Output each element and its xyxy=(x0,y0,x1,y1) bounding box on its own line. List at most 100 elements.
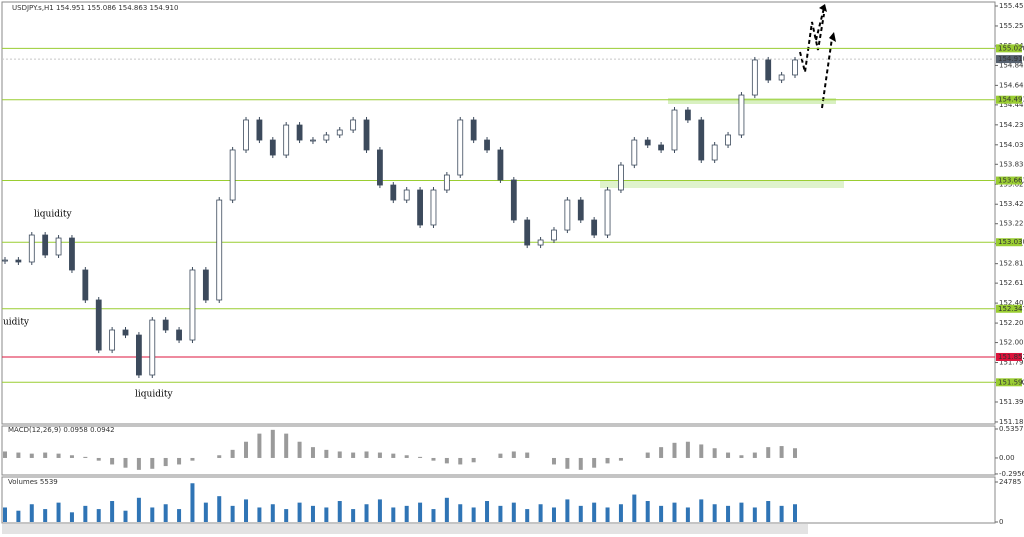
macd-bar xyxy=(190,457,195,461)
volume-bar xyxy=(284,509,289,522)
macd-pane xyxy=(1,425,996,476)
volume-bar xyxy=(364,504,369,522)
candle-body xyxy=(202,269,209,301)
candle-body xyxy=(296,124,303,141)
level-label: 151.852 xyxy=(998,353,1024,361)
candle-body xyxy=(551,229,557,241)
candle-body xyxy=(189,269,196,341)
volume-bar xyxy=(310,505,315,522)
volume-bar xyxy=(699,499,704,522)
macd-bar xyxy=(69,455,74,458)
volume-bar xyxy=(83,505,88,522)
macd-bar xyxy=(752,452,757,458)
volume-bar xyxy=(230,505,235,522)
candle-body xyxy=(243,119,249,151)
candle-body xyxy=(109,329,116,351)
candle-body xyxy=(497,149,504,181)
macd-bar xyxy=(712,448,717,458)
macd-bar xyxy=(578,457,583,470)
volume-bar xyxy=(43,509,48,522)
macd-bar xyxy=(739,455,744,458)
volume-bar xyxy=(525,509,530,522)
candle-body xyxy=(524,219,531,246)
level-label-bg xyxy=(996,238,1022,247)
volume-bar xyxy=(3,507,7,522)
candle-body xyxy=(336,129,343,136)
annotation: liquidity xyxy=(34,210,72,220)
macd-bar xyxy=(766,447,771,458)
volume-pane xyxy=(1,476,996,524)
candle-body xyxy=(42,234,49,256)
zone xyxy=(600,180,844,188)
volume-bar xyxy=(458,504,463,522)
level-label-bg xyxy=(996,352,1022,361)
arrow-path xyxy=(799,13,825,73)
volume-bar xyxy=(29,504,34,522)
level-label: 152.347 xyxy=(998,305,1024,313)
volume-bar xyxy=(351,509,356,522)
candle-body xyxy=(484,139,490,151)
candle-body xyxy=(591,219,598,236)
volume-bar xyxy=(217,496,222,522)
chart-title: USDJPY.s,H1 154.951 155.086 154.863 154.… xyxy=(12,4,178,12)
volume-bar xyxy=(337,501,342,522)
macd-bar xyxy=(551,457,556,465)
volume-bar xyxy=(551,507,556,522)
y-tick-label: 154.440 xyxy=(999,101,1024,109)
volume-title: Volumes 5539 xyxy=(8,478,58,486)
volume-bar xyxy=(16,510,21,522)
volume-bar xyxy=(163,504,168,522)
candle-body xyxy=(15,259,22,263)
level-label: 153.663 xyxy=(998,177,1024,185)
candle-body xyxy=(778,74,785,81)
annotation: liquidity xyxy=(135,390,173,400)
y-tick-label: 155.250 xyxy=(999,22,1024,30)
candle-body xyxy=(310,139,316,142)
candle-body xyxy=(698,119,705,161)
candle-body xyxy=(55,237,62,256)
candle-body xyxy=(82,269,89,301)
volume-bar xyxy=(418,502,423,522)
candle-body xyxy=(711,144,718,161)
candle-body xyxy=(2,259,8,262)
macd-bar xyxy=(511,451,516,458)
macd-bar xyxy=(123,457,128,468)
volume-bar xyxy=(444,497,449,522)
macd-bar xyxy=(56,453,61,458)
volume-bar xyxy=(498,505,503,522)
macd-bar xyxy=(471,457,476,463)
candle-body xyxy=(470,119,477,141)
candle-body xyxy=(363,119,370,151)
candle-body xyxy=(69,237,75,271)
macd-bar xyxy=(685,441,690,458)
candle-body xyxy=(256,119,263,141)
current-label-bg xyxy=(996,55,1022,64)
macd-bar xyxy=(659,447,664,458)
main-pane xyxy=(1,1,996,425)
y-tick-label: 153.220 xyxy=(999,220,1024,228)
volume-bar xyxy=(485,501,490,522)
volume-bar xyxy=(270,504,275,522)
macd-bar xyxy=(351,452,356,458)
macd-bar xyxy=(110,457,115,465)
candle-body xyxy=(149,319,156,376)
candle-body xyxy=(738,94,745,136)
y-tick-label: 155.455 xyxy=(999,2,1024,10)
forecast-arrows xyxy=(799,7,833,109)
y-tick-label: 151.795 xyxy=(999,359,1024,367)
macd-bar xyxy=(29,453,34,458)
volume-bar xyxy=(150,507,155,522)
y-tick-label: 154.235 xyxy=(999,121,1024,129)
candle-body xyxy=(443,174,450,191)
candle-body xyxy=(176,329,182,341)
macd-bar xyxy=(364,451,369,458)
volume-bar xyxy=(726,505,731,522)
macd-bar xyxy=(645,452,650,458)
macd-bar xyxy=(793,448,797,458)
y-tick-label: 152.610 xyxy=(999,279,1024,287)
level-label: 151.592 xyxy=(998,378,1024,386)
candle-body xyxy=(430,189,437,226)
y-tick-label: -0.2956 xyxy=(999,470,1024,478)
macd-bar xyxy=(270,429,275,458)
macd-bar xyxy=(297,441,302,458)
